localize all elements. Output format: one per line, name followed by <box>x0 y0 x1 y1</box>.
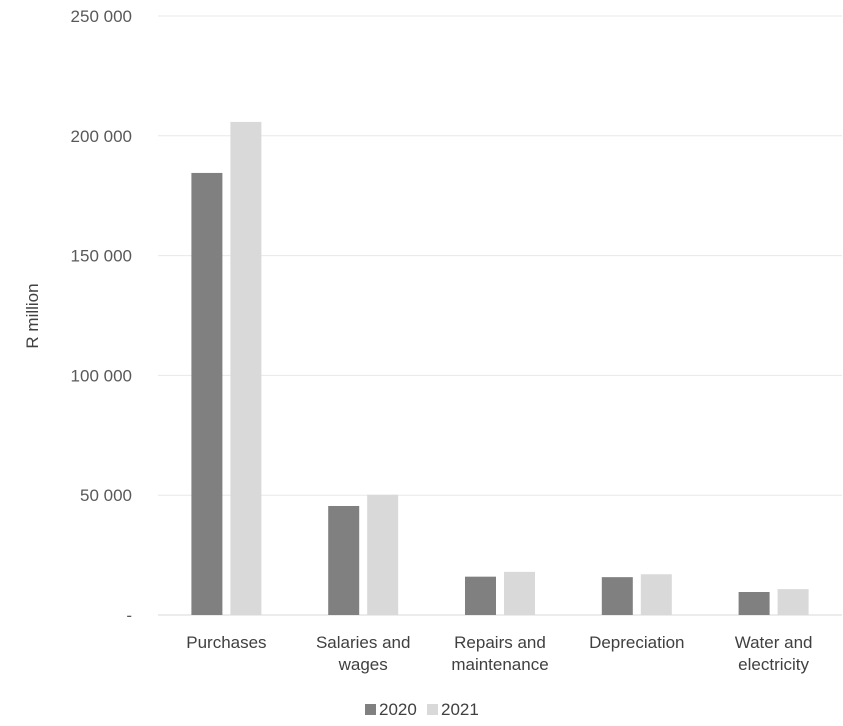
x-category-label-line: Purchases <box>186 633 266 652</box>
y-axis-ticks: - 50 000 100 000 150 000 200 000 250 000 <box>71 7 132 625</box>
x-category-label-line: maintenance <box>451 655 548 674</box>
x-category-label-line: electricity <box>738 655 809 674</box>
y-tick-label: 50 000 <box>80 486 132 505</box>
x-category-label: Water and electricity <box>735 633 813 674</box>
bars <box>191 121 809 616</box>
x-category-label: Repairs and maintenance <box>451 633 548 674</box>
x-axis-labels: Purchases Salaries and wages Repairs and mai… <box>186 633 812 674</box>
x-category-label: Depreciation <box>589 633 684 652</box>
bar-2020 <box>328 505 360 615</box>
y-tick-label: 150 000 <box>71 247 132 266</box>
x-category-label: Purchases <box>186 633 266 652</box>
y-axis-title: R million <box>23 283 42 348</box>
x-category-label-line: Salaries and <box>316 633 411 652</box>
x-category-label-line: Depreciation <box>589 633 684 652</box>
legend-label: 2020 <box>379 700 417 719</box>
legend-swatch-2021 <box>427 704 438 715</box>
bar-2021 <box>230 121 262 615</box>
x-category-label-line: Repairs and <box>454 633 546 652</box>
bar-2020 <box>738 591 770 615</box>
gridlines <box>158 15 842 616</box>
legend-label: 2021 <box>441 700 479 719</box>
x-category-label: Salaries and wages <box>316 633 411 674</box>
bar-2020 <box>191 172 223 616</box>
y-tick-label: 250 000 <box>71 7 132 26</box>
y-tick-label: 200 000 <box>71 127 132 146</box>
bar-2021 <box>777 589 809 615</box>
y-tick-label: - <box>126 606 132 625</box>
x-category-label-line: wages <box>338 655 388 674</box>
bar-2021 <box>504 571 535 615</box>
y-tick-label: 100 000 <box>71 366 132 385</box>
legend-swatch-2020 <box>365 704 376 715</box>
bar-2020 <box>465 576 496 615</box>
x-category-label-line: Water and <box>735 633 813 652</box>
bar-2021 <box>640 574 672 615</box>
bar-2020 <box>601 577 633 615</box>
legend: 2020 2021 <box>365 700 479 719</box>
bar-2021 <box>367 494 399 615</box>
